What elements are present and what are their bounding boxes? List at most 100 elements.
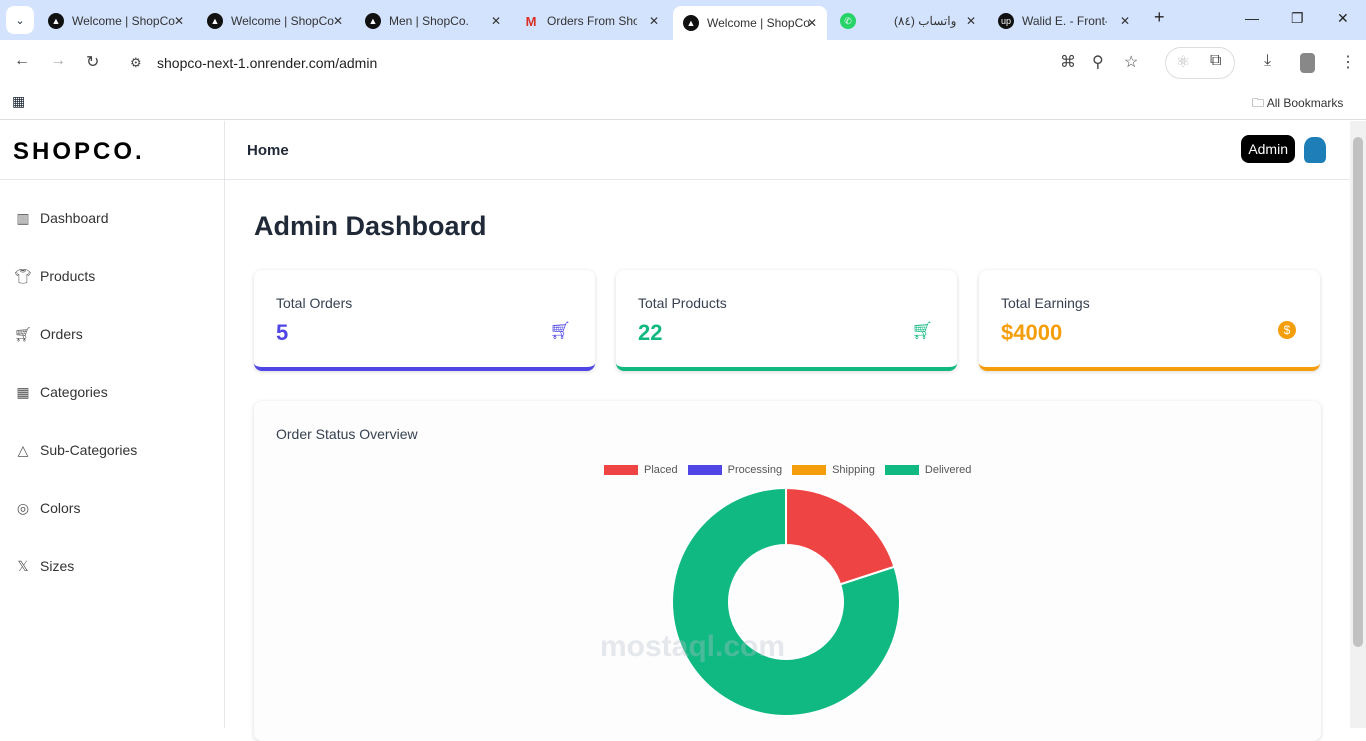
tab[interactable]: ▲ Welcome | ShopCo ✕ — [38, 8, 194, 34]
legend-item-shipping[interactable]: Shipping — [792, 464, 875, 476]
legend-item-placed[interactable]: Placed — [604, 464, 678, 476]
sidebar-item-label: Sizes — [40, 558, 75, 574]
total-products-card: Total Products 22 🛒︎ — [616, 270, 957, 371]
slice-delivered[interactable] — [671, 486, 901, 717]
scrollbar[interactable] — [1350, 121, 1366, 728]
tab-title: Orders From ShopCo — [547, 14, 637, 28]
legend-label: Delivered — [924, 464, 972, 476]
tab-bar: ⌄ ▲ Welcome | ShopCo ✕ ▲ Welcome | ShopCo ✕ … — [0, 0, 1366, 40]
extensions-icon[interactable]: ⧉ — [1210, 52, 1222, 69]
translate-icon[interactable]: ⌘ — [1060, 54, 1076, 71]
slice-placed[interactable] — [785, 486, 896, 586]
sidebar-item-label: Categories — [40, 384, 108, 400]
forward-icon[interactable]: → — [50, 52, 66, 69]
new-tab-button[interactable]: + — [1154, 7, 1165, 27]
tab[interactable]: M Orders From ShopCo ✕ — [513, 8, 669, 34]
watermark: mostaql.com — [600, 630, 786, 663]
profile-avatar[interactable] — [1300, 53, 1315, 73]
reload-icon[interactable]: ↻ — [86, 54, 100, 71]
palette-icon: ◎ — [16, 499, 30, 516]
site-settings-icon[interactable]: ⚙ — [130, 55, 142, 70]
admin-badge[interactable]: Admin — [1241, 135, 1295, 163]
vercel-icon: ▲ — [207, 13, 223, 29]
legend-swatch — [604, 465, 638, 475]
card-value: 5 — [276, 320, 289, 345]
close-icon[interactable]: ✕ — [332, 14, 343, 28]
legend-swatch — [792, 465, 827, 475]
chart-title: Order Status Overview — [276, 426, 418, 442]
folder-icon: 🗀 — [1252, 96, 1265, 110]
sidebar: SHOPCO. ▥ Dashboard 👕︎ Products 🛒︎ Orders ▦… — [0, 121, 225, 728]
avatar[interactable] — [1304, 137, 1326, 163]
tab[interactable]: ✆ (٨٤) واتساب ✕ — [830, 8, 986, 34]
download-icon[interactable]: ⤓ — [1264, 52, 1272, 69]
tab-title: (٨٤) واتساب — [894, 14, 957, 28]
sidebar-item-label: Sub-Categories — [40, 442, 138, 458]
page-title: Admin Dashboard — [254, 211, 487, 241]
sidebar-item-dashboard[interactable]: ▥ Dashboard — [0, 189, 224, 247]
close-icon[interactable]: ✕ — [173, 14, 184, 28]
react-devtools-icon[interactable]: ⚛ — [1176, 54, 1191, 71]
x-icon: 𝕏 — [17, 557, 29, 574]
total-earnings-card: Total Earnings $4000 $ — [979, 270, 1320, 371]
zoom-icon[interactable]: ⚲ — [1092, 54, 1104, 71]
back-icon[interactable]: ← — [14, 52, 30, 69]
tab-title: Welcome | ShopCo — [707, 16, 810, 30]
legend-swatch — [687, 465, 722, 475]
cart-arrow-icon: 🛒︎ — [549, 321, 571, 340]
topbar: Home Admin — [225, 121, 1350, 180]
address-bar[interactable]: shopco-next-1.onrender.com/admin — [157, 55, 378, 71]
donut-chart — [671, 486, 901, 717]
close-icon[interactable]: ✕ — [490, 14, 501, 28]
breadcrumb[interactable]: Home — [247, 142, 289, 159]
legend-item-delivered[interactable]: Delivered — [884, 464, 972, 476]
tab-title: Men | ShopCo. — [389, 14, 469, 28]
tab-active[interactable]: ▲ Welcome | ShopCo ✕ — [673, 6, 827, 40]
cart-icon: 🛒︎ — [14, 325, 32, 342]
sidebar-item-colors[interactable]: ◎ Colors — [0, 479, 224, 537]
legend-item-processing[interactable]: Processing — [687, 464, 782, 476]
close-icon[interactable]: ✕ — [1119, 14, 1130, 28]
sidebar-item-categories[interactable]: ▦ Categories — [0, 363, 224, 421]
restore-button[interactable]: ❐ — [1291, 10, 1304, 26]
vercel-icon: ▲ — [365, 13, 381, 29]
card-label: Total Orders — [276, 295, 353, 311]
sidebar-item-sub-categories[interactable]: △ Sub-Categories — [0, 421, 224, 479]
tab[interactable]: ▲ Men | ShopCo. ✕ — [355, 8, 511, 34]
minimize-button[interactable]: — — [1245, 10, 1259, 26]
vercel-icon: ▲ — [683, 15, 699, 31]
legend-swatch — [884, 465, 919, 475]
menu-icon[interactable]: ⋮ — [1340, 54, 1356, 71]
tab-search-button[interactable]: ⌄ — [6, 6, 34, 34]
sidebar-item-products[interactable]: 👕︎ Products — [0, 247, 224, 305]
tab[interactable]: ▲ Welcome | ShopCo ✕ — [197, 8, 353, 34]
close-window-button[interactable]: ✕ — [1337, 10, 1349, 26]
close-icon[interactable]: ✕ — [965, 14, 976, 28]
sidebar-item-orders[interactable]: 🛒︎ Orders — [0, 305, 224, 363]
vercel-icon: ▲ — [48, 13, 64, 29]
sidebar-item-sizes[interactable]: 𝕏 Sizes — [0, 537, 224, 595]
admin-app: SHOPCO. ▥ Dashboard 👕︎ Products 🛒︎ Orders ▦… — [0, 121, 1350, 741]
grid-icon: ▦ — [16, 383, 30, 400]
card-value: $4000 — [1001, 320, 1063, 345]
tab-title: Welcome | ShopCo — [72, 14, 175, 28]
tab[interactable]: up Walid E. - Front-end ✕ — [988, 8, 1140, 34]
close-icon[interactable]: ✕ — [648, 14, 659, 28]
tab-title: Walid E. - Front-end — [1022, 14, 1107, 28]
cart-icon: 🛒︎ — [911, 321, 933, 340]
gmail-icon: M — [525, 13, 537, 29]
legend-label: Shipping — [832, 464, 875, 476]
scrollbar-thumb[interactable] — [1353, 137, 1363, 647]
logo[interactable]: SHOPCO. — [0, 121, 224, 180]
close-icon[interactable]: ✕ — [806, 16, 817, 30]
whatsapp-icon: ✆ — [840, 13, 856, 29]
all-bookmarks[interactable]: 🗀 All Bookmarks — [1252, 94, 1343, 115]
apps-icon[interactable]: ▦ — [12, 93, 26, 109]
sidebar-item-label: Dashboard — [40, 210, 109, 226]
sidebar-item-label: Orders — [40, 326, 83, 342]
sidebar-item-label: Products — [40, 268, 96, 284]
total-orders-card: Total Orders 5 🛒︎ — [254, 270, 595, 371]
chart-legend: Placed Processing Shipping Delivered — [604, 464, 981, 476]
star-icon[interactable]: ☆ — [1124, 54, 1139, 71]
tab-title: Welcome | ShopCo — [231, 14, 334, 28]
